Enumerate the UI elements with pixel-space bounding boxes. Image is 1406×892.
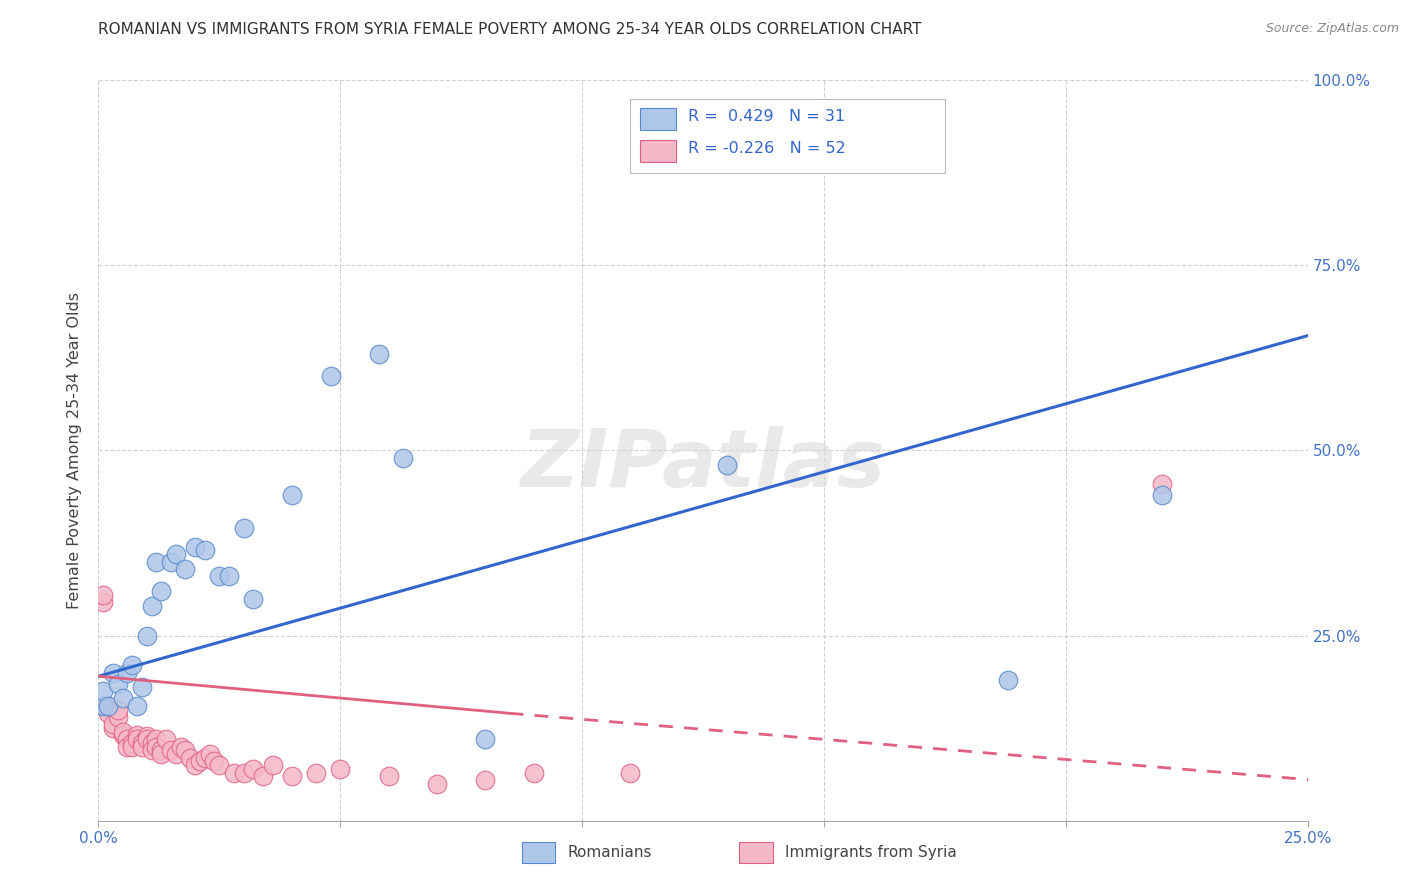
Point bbox=[101, 717, 124, 731]
Point bbox=[242, 762, 264, 776]
Point bbox=[101, 665, 124, 680]
Point bbox=[91, 698, 114, 713]
Point bbox=[135, 629, 157, 643]
Point bbox=[204, 755, 226, 769]
Point bbox=[121, 736, 143, 750]
Point bbox=[111, 729, 134, 743]
Point bbox=[141, 743, 163, 757]
Text: Romanians: Romanians bbox=[568, 845, 652, 860]
Point bbox=[165, 747, 187, 761]
Point bbox=[232, 765, 254, 780]
Point bbox=[111, 724, 134, 739]
Point bbox=[392, 450, 415, 465]
Point bbox=[198, 747, 221, 761]
Point bbox=[111, 691, 134, 706]
Text: ROMANIAN VS IMMIGRANTS FROM SYRIA FEMALE POVERTY AMONG 25-34 YEAR OLDS CORRELATI: ROMANIAN VS IMMIGRANTS FROM SYRIA FEMALE… bbox=[98, 22, 922, 37]
Point bbox=[117, 665, 139, 680]
Point bbox=[131, 739, 153, 754]
Point bbox=[329, 762, 352, 776]
Point bbox=[121, 739, 143, 754]
Point bbox=[232, 521, 254, 535]
Point bbox=[127, 732, 149, 747]
Point bbox=[107, 676, 129, 690]
Point bbox=[1152, 488, 1174, 502]
Point bbox=[107, 703, 129, 717]
Point bbox=[97, 706, 120, 721]
Point bbox=[281, 488, 304, 502]
Text: R =  0.429   N = 31: R = 0.429 N = 31 bbox=[689, 109, 845, 124]
Point bbox=[145, 732, 167, 747]
Point bbox=[150, 747, 173, 761]
Point bbox=[160, 743, 183, 757]
Point bbox=[121, 658, 143, 673]
Point bbox=[160, 555, 183, 569]
Point bbox=[426, 776, 449, 791]
Point bbox=[188, 755, 211, 769]
Point bbox=[208, 569, 231, 583]
Point bbox=[135, 729, 157, 743]
Point bbox=[377, 769, 399, 783]
Point bbox=[145, 739, 167, 754]
Text: Immigrants from Syria: Immigrants from Syria bbox=[785, 845, 957, 860]
Point bbox=[474, 732, 496, 747]
FancyBboxPatch shape bbox=[640, 139, 676, 161]
Point bbox=[262, 758, 284, 772]
Point bbox=[619, 765, 641, 780]
FancyBboxPatch shape bbox=[740, 842, 773, 863]
Point bbox=[184, 758, 207, 772]
Point bbox=[101, 721, 124, 735]
Point bbox=[1152, 476, 1174, 491]
Point bbox=[716, 458, 738, 473]
Point bbox=[523, 765, 546, 780]
Point bbox=[179, 750, 201, 764]
Point bbox=[194, 543, 217, 558]
FancyBboxPatch shape bbox=[630, 99, 945, 173]
Point bbox=[208, 758, 231, 772]
Point bbox=[155, 732, 177, 747]
Point bbox=[305, 765, 328, 780]
FancyBboxPatch shape bbox=[640, 108, 676, 130]
Point bbox=[174, 743, 197, 757]
Point bbox=[127, 698, 149, 713]
Point bbox=[97, 698, 120, 713]
Point bbox=[368, 347, 391, 361]
Point bbox=[141, 736, 163, 750]
Point bbox=[174, 562, 197, 576]
Point bbox=[474, 772, 496, 787]
Point bbox=[91, 588, 114, 602]
Point bbox=[169, 739, 191, 754]
Point bbox=[91, 684, 114, 698]
Text: R = -0.226   N = 52: R = -0.226 N = 52 bbox=[689, 141, 846, 156]
Point bbox=[91, 595, 114, 609]
Point bbox=[145, 555, 167, 569]
Point bbox=[127, 729, 149, 743]
Point bbox=[107, 710, 129, 724]
Point bbox=[150, 743, 173, 757]
Point bbox=[117, 739, 139, 754]
Point bbox=[319, 369, 342, 384]
Y-axis label: Female Poverty Among 25-34 Year Olds: Female Poverty Among 25-34 Year Olds bbox=[67, 292, 83, 609]
Point bbox=[194, 750, 217, 764]
Point bbox=[252, 769, 274, 783]
Point bbox=[281, 769, 304, 783]
Point bbox=[97, 698, 120, 713]
Point bbox=[222, 765, 245, 780]
Point bbox=[117, 732, 139, 747]
Text: Source: ZipAtlas.com: Source: ZipAtlas.com bbox=[1265, 22, 1399, 36]
Text: ZIPatlas: ZIPatlas bbox=[520, 426, 886, 504]
Point bbox=[165, 547, 187, 561]
Point bbox=[150, 584, 173, 599]
Point bbox=[184, 540, 207, 554]
Point bbox=[242, 591, 264, 606]
Point bbox=[218, 569, 240, 583]
FancyBboxPatch shape bbox=[522, 842, 555, 863]
Point bbox=[131, 681, 153, 695]
Point bbox=[141, 599, 163, 613]
Point bbox=[997, 673, 1019, 687]
Point bbox=[135, 732, 157, 747]
Point bbox=[131, 736, 153, 750]
